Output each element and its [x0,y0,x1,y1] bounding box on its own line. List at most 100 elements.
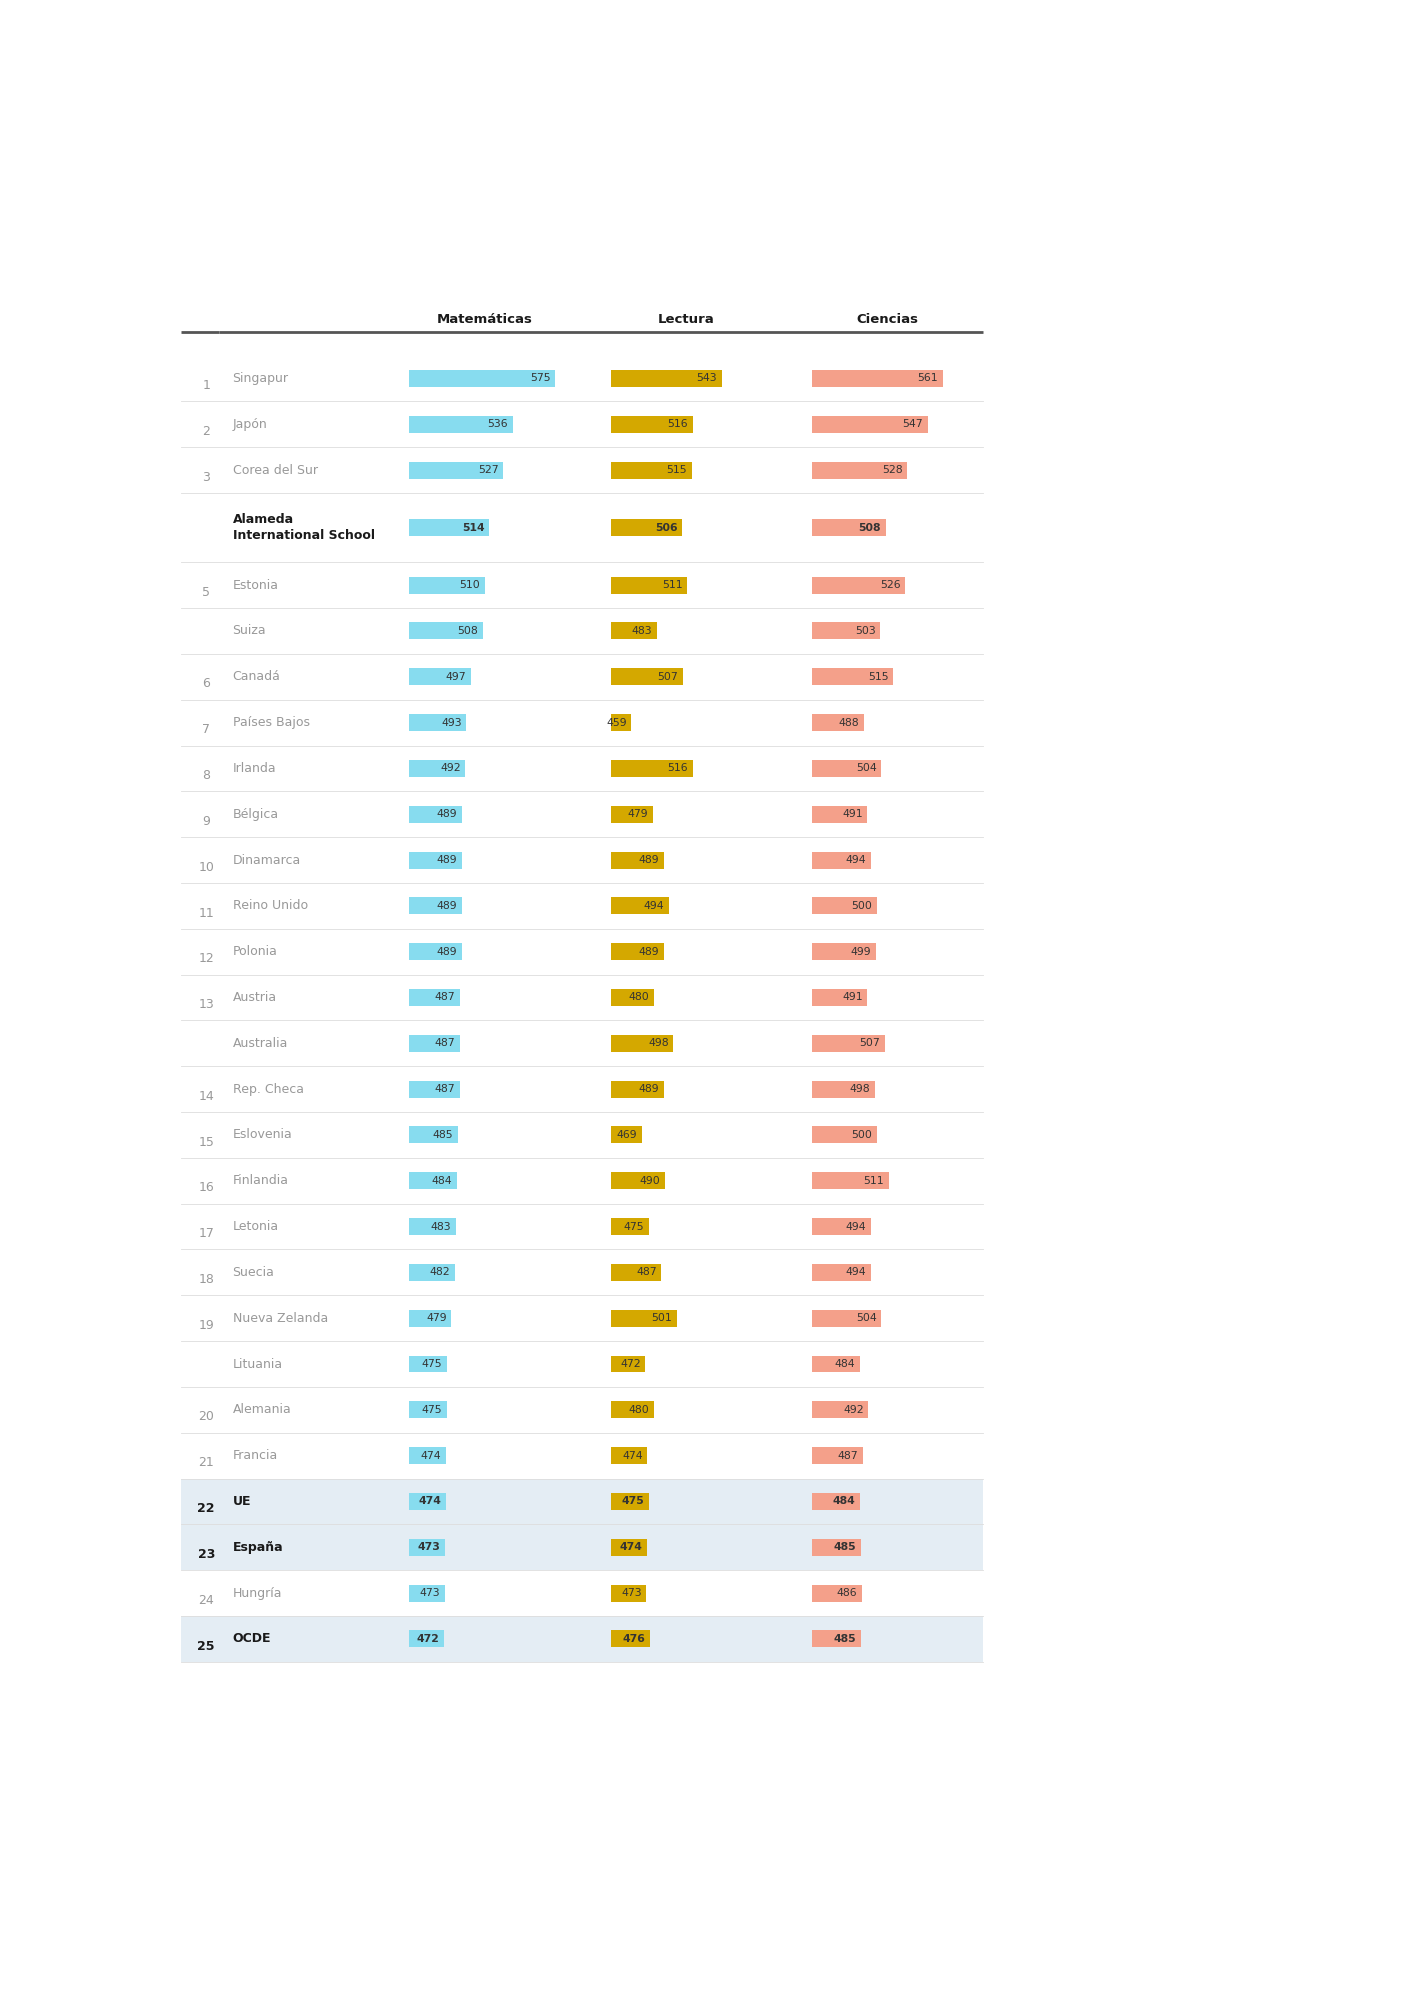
Bar [611,1310,676,1326]
Bar [812,520,885,536]
Text: 487: 487 [434,1084,455,1094]
Text: 18: 18 [198,1274,214,1286]
Text: Australia: Australia [232,1036,288,1050]
Text: 487: 487 [837,1450,858,1460]
Text: OCDE: OCDE [232,1632,271,1646]
Text: 489: 489 [437,900,458,910]
Text: 526: 526 [880,580,901,590]
Text: Singapur: Singapur [232,372,288,384]
Text: Japón: Japón [232,418,267,430]
Text: 489: 489 [638,856,659,866]
Text: 485: 485 [833,1542,855,1552]
Bar [611,370,723,386]
Bar [611,1264,662,1280]
Text: 475: 475 [421,1360,443,1370]
Bar [812,714,864,732]
Bar [409,1172,457,1190]
Text: 507: 507 [860,1038,880,1048]
Text: 516: 516 [667,420,689,430]
Text: 20: 20 [198,1410,214,1424]
Bar [409,462,503,478]
Bar [409,944,462,960]
Bar [812,1126,877,1144]
Text: 499: 499 [851,946,871,956]
Bar [409,668,471,686]
Bar [812,1264,871,1280]
Bar [611,990,653,1006]
Text: 506: 506 [655,522,677,532]
Bar [611,1492,649,1510]
Text: 575: 575 [530,374,550,384]
Bar [812,898,877,914]
Text: 25: 25 [198,1640,215,1652]
Text: 491: 491 [841,992,863,1002]
Text: 501: 501 [652,1314,672,1324]
Bar [812,990,867,1006]
Text: 474: 474 [619,1542,643,1552]
Bar [812,1356,860,1372]
Bar [812,944,875,960]
Text: 474: 474 [622,1450,643,1460]
Bar [611,1080,663,1098]
Text: 561: 561 [918,374,939,384]
Text: 480: 480 [629,992,649,1002]
Text: 516: 516 [667,764,689,774]
Text: 494: 494 [846,1268,865,1278]
Text: 515: 515 [666,466,687,476]
Bar [611,806,653,822]
Bar [181,1524,983,1570]
Text: 527: 527 [478,466,499,476]
Bar [409,1080,460,1098]
Bar [611,576,687,594]
Text: Finlandia: Finlandia [232,1174,288,1188]
Text: 498: 498 [648,1038,669,1048]
Text: 500: 500 [851,1130,872,1140]
Bar [409,714,467,732]
Bar [611,1402,653,1418]
Bar [409,370,554,386]
Text: 514: 514 [462,522,485,532]
Bar [812,852,871,868]
Text: 473: 473 [420,1588,440,1598]
Text: 10: 10 [198,860,214,874]
Text: 475: 475 [624,1222,643,1232]
Text: 543: 543 [697,374,717,384]
Text: 459: 459 [607,718,626,728]
Text: 508: 508 [858,522,881,532]
Text: 15: 15 [198,1136,214,1148]
Bar [812,1172,889,1190]
Bar [409,1538,445,1556]
Text: 511: 511 [662,580,683,590]
Bar [812,1492,860,1510]
Bar [409,1126,458,1144]
Text: 494: 494 [846,856,865,866]
Text: 489: 489 [437,810,458,820]
Bar [409,1402,447,1418]
Text: España: España [232,1540,283,1554]
Text: 13: 13 [198,998,214,1012]
Bar [812,1402,868,1418]
Bar [611,1356,645,1372]
Bar [409,898,462,914]
Bar [409,806,462,822]
Text: 488: 488 [839,718,860,728]
Bar [611,1172,665,1190]
Text: 24: 24 [198,1594,214,1606]
Text: 510: 510 [460,580,481,590]
Bar [409,760,465,776]
Text: 486: 486 [837,1588,857,1598]
Bar [611,714,631,732]
Text: 484: 484 [834,1360,855,1370]
Text: 475: 475 [621,1496,643,1506]
Text: Matemáticas: Matemáticas [437,314,533,326]
Bar [812,1310,881,1326]
Text: 500: 500 [851,900,872,910]
Text: Nueva Zelanda: Nueva Zelanda [232,1312,328,1324]
Bar [611,852,663,868]
Bar [181,1616,983,1662]
Text: Bélgica: Bélgica [232,808,279,820]
Bar [812,416,928,432]
Bar [611,520,682,536]
Text: 491: 491 [841,810,863,820]
Text: 473: 473 [621,1588,642,1598]
